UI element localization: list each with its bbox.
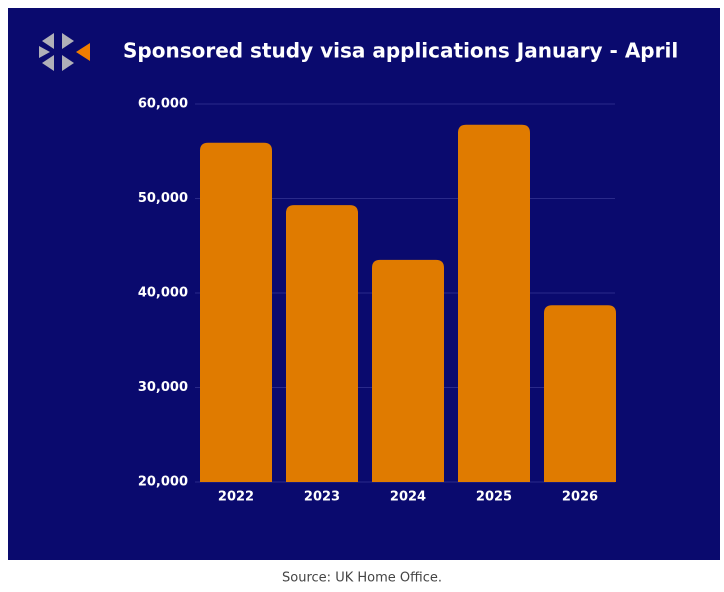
x-tick-label: 2024 bbox=[390, 490, 426, 505]
y-tick-label: 20,000 bbox=[138, 475, 188, 490]
x-tick-label: 2023 bbox=[304, 490, 340, 505]
logo bbox=[39, 33, 90, 71]
chart-title: Sponsored study visa applications Januar… bbox=[123, 39, 678, 63]
source-caption: Source: UK Home Office. bbox=[282, 571, 442, 586]
x-tick-label: 2022 bbox=[218, 490, 254, 505]
bar bbox=[200, 142, 272, 482]
y-tick-label: 60,000 bbox=[138, 97, 188, 112]
x-tick-label: 2025 bbox=[476, 490, 512, 505]
bar bbox=[286, 205, 358, 483]
y-tick-label: 40,000 bbox=[138, 286, 188, 301]
bar bbox=[544, 305, 616, 482]
bar bbox=[372, 259, 444, 482]
y-tick-label: 50,000 bbox=[138, 191, 188, 206]
x-tick-label: 2026 bbox=[562, 490, 598, 505]
y-tick-label: 30,000 bbox=[138, 380, 188, 395]
bar bbox=[458, 124, 530, 482]
